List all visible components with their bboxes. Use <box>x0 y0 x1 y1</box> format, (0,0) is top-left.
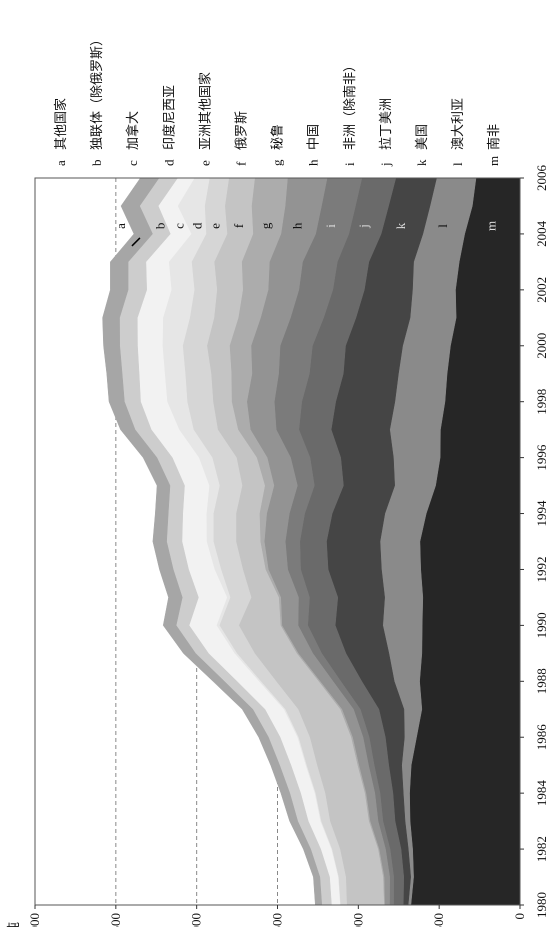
area-label: b <box>152 223 167 230</box>
legend-label: 秘鲁 <box>270 124 285 150</box>
x-tick-label: 1996 <box>534 444 549 471</box>
legend-label: 非洲（除南非） <box>342 59 357 150</box>
legend-label: 其他国家 <box>53 98 68 150</box>
x-tick-label: 1980 <box>534 892 549 918</box>
areas <box>102 177 521 906</box>
area-label: c <box>172 223 187 229</box>
area-label: d <box>190 222 205 229</box>
legend-letter: b <box>89 160 104 167</box>
x-tick-label: 2004 <box>534 220 549 247</box>
x-tick-label: 1988 <box>534 668 549 694</box>
area-label: l <box>435 224 450 228</box>
legend-label: 俄罗斯 <box>233 111 248 150</box>
legend-label: 加拿大 <box>125 111 140 150</box>
x-tick-label: 1992 <box>534 556 549 582</box>
y-axis-label: 吨 <box>6 922 21 927</box>
legend-letter: e <box>197 160 212 166</box>
area-label: a <box>113 223 128 229</box>
x-tick-label: 2002 <box>534 277 549 303</box>
area-label: k <box>393 222 408 229</box>
x-tick-label: 1998 <box>534 389 549 415</box>
y-tick-label: 0 <box>512 913 527 920</box>
area-label: j <box>356 224 371 229</box>
area-label: e <box>208 223 223 229</box>
legend-letter: m <box>486 156 501 166</box>
legend-letter: d <box>161 159 176 166</box>
x-tick-label: 1990 <box>534 612 549 638</box>
area-label: g <box>258 222 273 229</box>
area-label: m <box>483 221 498 231</box>
x-tick-label: 1994 <box>534 500 549 527</box>
legend-letter: i <box>342 162 357 166</box>
legend-letter: h <box>306 159 321 166</box>
legend-label: 印度尼西亚 <box>161 85 176 150</box>
area-label: i <box>323 224 338 228</box>
legend-letter: j <box>378 162 393 167</box>
legend-label: 亚洲其他国家 <box>197 72 212 150</box>
legend-letter: a <box>53 160 68 166</box>
x-tick-label: 1984 <box>534 780 549 807</box>
legend-label: 中国 <box>306 124 321 150</box>
y-tick-label: 3000 <box>27 913 42 927</box>
legend-letter: f <box>233 161 248 166</box>
legend-label: 澳大利亚 <box>450 98 465 150</box>
y-tick-label: 2500 <box>108 913 123 927</box>
y-tick-label: 1500 <box>270 913 285 927</box>
leader-line <box>131 237 141 247</box>
legend-label: 南非 <box>486 124 501 150</box>
y-tick-label: 1000 <box>350 913 365 927</box>
area-label: h <box>289 222 304 229</box>
x-tick-label: 2000 <box>534 333 549 359</box>
legend-label: 拉丁美洲 <box>378 98 393 150</box>
legend-letter: c <box>125 160 140 166</box>
y-tick-label: 500 <box>431 913 446 927</box>
area-label: f <box>231 223 246 228</box>
legend-letter: l <box>450 162 465 166</box>
legend-letter: k <box>414 159 429 166</box>
x-tick-label: 1982 <box>534 836 549 862</box>
y-tick-label: 2000 <box>189 913 204 927</box>
x-tick-label: 2006 <box>534 165 549 192</box>
legend-label: 独联体（除俄罗斯） <box>89 33 104 150</box>
legend-letter: g <box>270 159 285 166</box>
x-tick-label: 1986 <box>534 724 549 751</box>
legend-label: 美国 <box>414 124 429 150</box>
